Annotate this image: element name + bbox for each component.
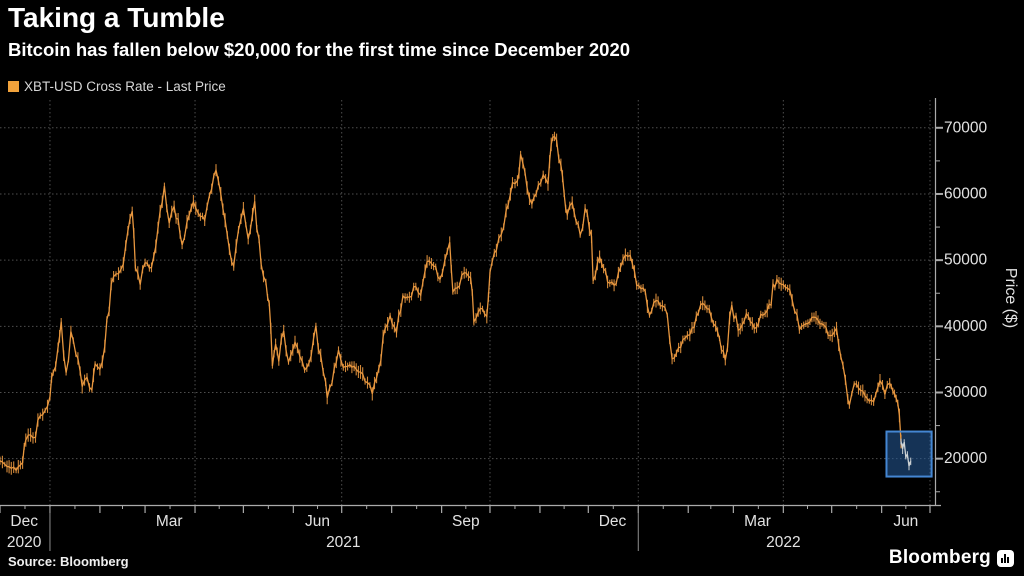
x-tick-label: Mar (156, 513, 183, 530)
page-title: Taking a Tumble (8, 2, 225, 33)
x-tick-label: Jun (893, 513, 918, 530)
y-tick-label: 20000 (944, 450, 987, 467)
legend-label: XBT-USD Cross Rate - Last Price (24, 79, 226, 94)
y-tick-label: 70000 (944, 119, 987, 136)
x-tick-label: Dec (10, 513, 38, 530)
x-year-label: 2020 (7, 534, 42, 551)
y-tick-label: 40000 (944, 318, 987, 335)
y-axis-title: Price ($) (1002, 268, 1019, 328)
chart-legend: XBT-USD Cross Rate - Last Price (8, 79, 226, 94)
y-tick-label: 60000 (944, 185, 987, 202)
y-tick-label: 30000 (944, 384, 987, 401)
bloomberg-logo: Bloomberg (889, 547, 1014, 569)
price-line-bars (0, 131, 902, 475)
price-line-recent (900, 441, 912, 467)
x-year-label: 2022 (766, 534, 800, 551)
bloomberg-logo-text: Bloomberg (888, 547, 991, 568)
y-tick-label: 50000 (944, 252, 987, 269)
bloomberg-terminal-icon (997, 549, 1014, 567)
x-tick-label: Mar (744, 513, 771, 530)
highlight-box-border (885, 430, 933, 478)
x-tick-label: Dec (599, 513, 627, 530)
price-line (0, 135, 902, 472)
x-tick-label: Jun (305, 513, 330, 530)
source-credit: Source: Bloomberg (8, 554, 129, 569)
legend-swatch-icon (8, 81, 19, 92)
page-subtitle: Bitcoin has fallen below $20,000 for the… (8, 39, 631, 60)
x-tick-label: Sep (452, 513, 480, 530)
x-year-label: 2021 (326, 534, 360, 551)
